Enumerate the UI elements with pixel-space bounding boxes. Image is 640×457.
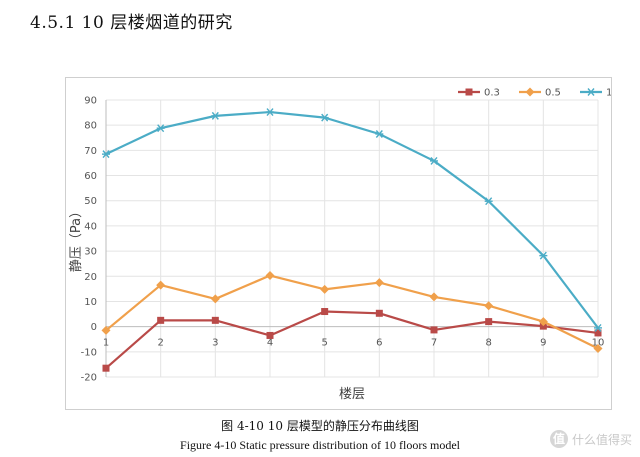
star-stroke	[587, 88, 595, 96]
x-tick-label: 2	[157, 338, 163, 349]
data-point-1	[156, 124, 165, 133]
data-point-1	[266, 108, 274, 117]
data-point-0.5	[320, 284, 330, 294]
x-tick-label: 9	[540, 338, 546, 349]
data-point-0.3	[539, 322, 547, 330]
data-point-0.3	[321, 308, 329, 316]
y-tick-label: 90	[84, 96, 97, 107]
data-point-0.5	[374, 278, 384, 288]
data-point-1	[320, 113, 329, 122]
data-point-1	[102, 150, 110, 159]
figure-caption-en: Figure 4-10 Static pressure distribution…	[180, 438, 460, 452]
x-axis-label: 楼层	[339, 387, 365, 402]
y-tick-label: 20	[84, 272, 97, 283]
data-point-0.3	[266, 331, 274, 339]
y-tick-label: 0	[91, 322, 97, 333]
star-stroke	[102, 150, 110, 159]
x-tick-label: 5	[321, 338, 327, 349]
y-tick-label: 10	[84, 297, 97, 308]
x-tick-labels: 1 2 3 4 5 6 7 8 9 10	[103, 338, 605, 349]
legend: 0.3 0.5 1	[458, 87, 611, 99]
data-point-1	[539, 251, 548, 260]
y-tick-label: 50	[84, 196, 97, 207]
legend-label: 1	[606, 88, 611, 99]
data-point-0.5	[101, 325, 111, 335]
chart-frame: -20 -10 0 10 20 30 40 50 60 70 80 90 1 2 3 4 5 6 7 8 9 10 0.…	[65, 77, 612, 410]
data-point-0.3	[594, 329, 602, 337]
data-point-0.5	[265, 271, 275, 281]
section-heading: 4.5.1 10 层楼烟道的研究	[30, 13, 233, 33]
star-stroke	[266, 108, 274, 117]
x-tick-label: 3	[212, 338, 218, 349]
data-point-1	[430, 156, 438, 165]
data-point-0.3	[430, 326, 438, 334]
series-group	[101, 108, 603, 372]
star-stroke	[430, 156, 438, 165]
data-point-0.3	[157, 316, 165, 324]
watermark-text: 什么值得买	[571, 432, 632, 447]
data-point-0.3	[102, 364, 110, 372]
star-stroke	[157, 124, 165, 133]
x-tick-label: 4	[267, 338, 273, 349]
star-stroke	[594, 323, 602, 332]
data-point-0.5	[429, 292, 439, 302]
series-line-0.5	[105, 274, 599, 350]
y-axis-label: 静压（Pa）	[69, 205, 84, 272]
star-stroke	[211, 111, 219, 120]
legend-label: 0.5	[545, 88, 561, 99]
watermark: 值 什么值得买	[549, 430, 632, 448]
y-tick-labels: -20 -10 0 10 20 30 40 50 60 70 80 90	[81, 96, 97, 384]
series-line-1	[105, 110, 599, 329]
data-point-0.5	[484, 301, 494, 311]
series-line-0.3	[105, 310, 599, 370]
data-point-1	[594, 323, 602, 332]
y-tick-label: -10	[81, 347, 97, 358]
y-tick-label: 40	[84, 221, 97, 232]
figure-caption-cn: 图 4-10 10 层模型的静压分布曲线图	[221, 419, 419, 433]
x-tick-label: 7	[431, 338, 437, 349]
y-tick-label: 70	[84, 146, 97, 157]
legend-marker	[465, 88, 473, 96]
y-tick-label: 30	[84, 247, 97, 258]
data-point-0.5	[210, 294, 220, 304]
grid-lines	[105, 99, 599, 378]
data-point-0.5	[593, 344, 603, 354]
data-point-1	[375, 130, 384, 138]
y-tick-label: 80	[84, 121, 97, 132]
star-stroke	[539, 251, 547, 260]
x-tick-label: 1	[103, 338, 109, 349]
star-stroke	[485, 197, 493, 206]
watermark-badge-icon: 值	[549, 430, 568, 448]
data-point-0.5	[156, 280, 166, 290]
x-tick-label: 8	[485, 338, 491, 349]
axes	[105, 100, 598, 377]
data-point-1	[484, 197, 493, 206]
data-point-0.3	[375, 309, 383, 317]
data-point-0.5	[538, 317, 548, 327]
legend-label: 0.3	[484, 88, 500, 99]
y-tick-label: 60	[84, 171, 97, 182]
data-point-0.3	[211, 316, 219, 324]
star-stroke	[375, 130, 383, 138]
x-tick-label: 10	[592, 338, 605, 349]
star-stroke	[321, 113, 329, 122]
data-point-0.3	[485, 318, 493, 326]
data-point-1	[211, 111, 220, 120]
y-tick-label: -20	[81, 373, 97, 384]
legend-marker	[587, 88, 595, 96]
x-tick-label: 6	[376, 338, 382, 349]
static-pressure-chart: -20 -10 0 10 20 30 40 50 60 70 80 90 1 2 3 4 5 6 7 8 9 10 0.…	[69, 87, 611, 402]
legend-marker	[525, 87, 535, 97]
